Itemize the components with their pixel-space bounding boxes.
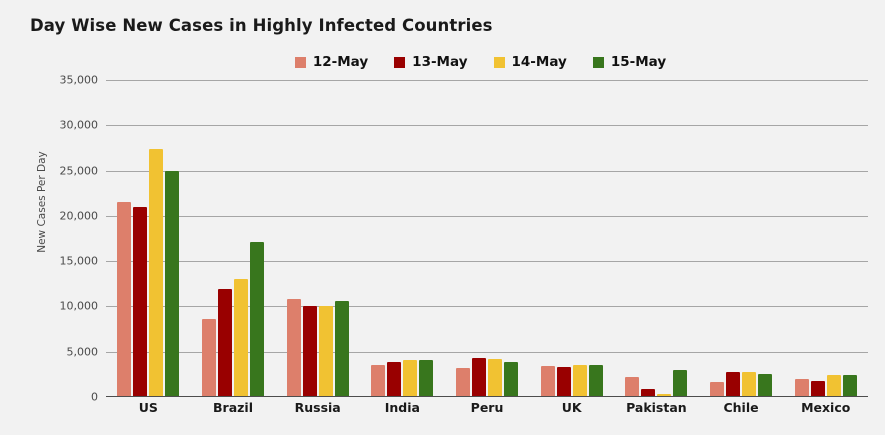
bar-group bbox=[106, 80, 191, 397]
y-axis-tick-label: 25,000 bbox=[59, 164, 99, 178]
bar[interactable] bbox=[218, 289, 232, 397]
bar[interactable] bbox=[286, 299, 301, 397]
bar[interactable] bbox=[810, 381, 825, 397]
gridline bbox=[106, 170, 868, 172]
legend-item-label: 13-May bbox=[412, 54, 468, 70]
gridline bbox=[106, 215, 868, 217]
bar[interactable] bbox=[556, 366, 571, 397]
bar[interactable] bbox=[488, 358, 503, 397]
y-axis-tick-label: 30,000 bbox=[59, 118, 99, 132]
plot-area bbox=[106, 80, 868, 397]
bar[interactable] bbox=[588, 364, 603, 397]
bar-group bbox=[275, 80, 360, 397]
legend-swatch-icon bbox=[493, 56, 505, 68]
bar[interactable] bbox=[726, 371, 741, 397]
bar[interactable] bbox=[149, 148, 164, 397]
legend-item[interactable]: 15-May bbox=[592, 54, 667, 70]
bar[interactable] bbox=[641, 388, 656, 397]
bar[interactable] bbox=[165, 170, 180, 397]
legend-swatch-icon bbox=[592, 56, 604, 68]
gridline bbox=[106, 125, 868, 127]
bar-group bbox=[699, 80, 784, 397]
x-axis-tick-label: Brazil bbox=[213, 400, 253, 415]
x-axis-tick-label: Chile bbox=[723, 400, 759, 415]
legend-swatch-icon bbox=[394, 56, 406, 68]
y-axis-tick-label: 5,000 bbox=[66, 345, 99, 359]
bar[interactable] bbox=[504, 361, 519, 397]
bar[interactable] bbox=[742, 372, 757, 397]
y-axis-tick-label: 10,000 bbox=[59, 299, 99, 313]
x-axis-tick-label: India bbox=[384, 400, 420, 415]
chart-title: Day Wise New Cases in Highly Infected Co… bbox=[30, 16, 493, 35]
bar[interactable] bbox=[403, 360, 418, 397]
y-axis-tick-label: 15,000 bbox=[59, 254, 99, 268]
legend-item[interactable]: 12-May bbox=[294, 54, 369, 70]
chart-legend: 12-May 13-May 14-May 15-May bbox=[0, 54, 885, 70]
bar-group bbox=[783, 80, 868, 397]
bar[interactable] bbox=[572, 365, 587, 397]
x-axis-tick-label: US bbox=[138, 400, 158, 415]
bar-group bbox=[614, 80, 699, 397]
bar-group bbox=[360, 80, 445, 397]
gridline bbox=[106, 351, 868, 353]
x-axis-tick-label: Russia bbox=[294, 400, 341, 415]
y-axis-title: New Cases Per Day bbox=[36, 151, 48, 253]
bar-group bbox=[529, 80, 614, 397]
bar[interactable] bbox=[794, 379, 809, 397]
bar-group bbox=[191, 80, 276, 397]
gridline bbox=[106, 261, 868, 263]
x-axis-tick-labels: US Brazil Russia India Peru UK Pakistan Chile Me… bbox=[106, 400, 868, 415]
bar[interactable] bbox=[673, 369, 688, 397]
x-axis-tick-label: UK bbox=[561, 400, 582, 415]
bar[interactable] bbox=[202, 319, 216, 397]
y-axis-tick-label: 35,000 bbox=[59, 73, 99, 87]
x-axis-tick-label: Pakistan bbox=[626, 400, 687, 415]
bar[interactable] bbox=[318, 306, 333, 397]
bar[interactable] bbox=[758, 373, 773, 397]
bar[interactable] bbox=[302, 306, 317, 397]
x-axis-tick-label: Mexico bbox=[801, 400, 851, 415]
bar-groups bbox=[106, 80, 868, 397]
legend-item-label: 12-May bbox=[312, 54, 369, 70]
bar[interactable] bbox=[842, 375, 857, 397]
bar[interactable] bbox=[371, 365, 386, 397]
bar[interactable] bbox=[540, 366, 555, 397]
bar[interactable] bbox=[456, 368, 471, 397]
bar[interactable] bbox=[234, 279, 248, 397]
bar[interactable] bbox=[826, 375, 841, 397]
bar[interactable] bbox=[387, 362, 402, 397]
gridline bbox=[106, 80, 868, 81]
bar[interactable] bbox=[117, 202, 132, 397]
bar[interactable] bbox=[472, 358, 487, 397]
x-axis-line bbox=[106, 395, 868, 397]
bar[interactable] bbox=[133, 206, 148, 397]
y-axis-tick-label: 20,000 bbox=[59, 209, 99, 223]
bar[interactable] bbox=[334, 301, 349, 397]
bar[interactable] bbox=[625, 377, 640, 397]
x-axis-tick-label: Peru bbox=[470, 400, 504, 415]
bar-group bbox=[445, 80, 530, 397]
legend-item[interactable]: 14-May bbox=[493, 54, 567, 70]
bar[interactable] bbox=[710, 382, 725, 397]
bar[interactable] bbox=[250, 242, 264, 397]
legend-swatch-icon bbox=[294, 56, 306, 68]
y-axis-tick-label: 0 bbox=[91, 390, 98, 404]
bar[interactable] bbox=[419, 360, 434, 397]
legend-item-label: 15-May bbox=[610, 54, 667, 70]
legend-item[interactable]: 13-May bbox=[394, 54, 468, 70]
gridline bbox=[106, 306, 868, 308]
legend-item-label: 14-May bbox=[511, 54, 567, 70]
